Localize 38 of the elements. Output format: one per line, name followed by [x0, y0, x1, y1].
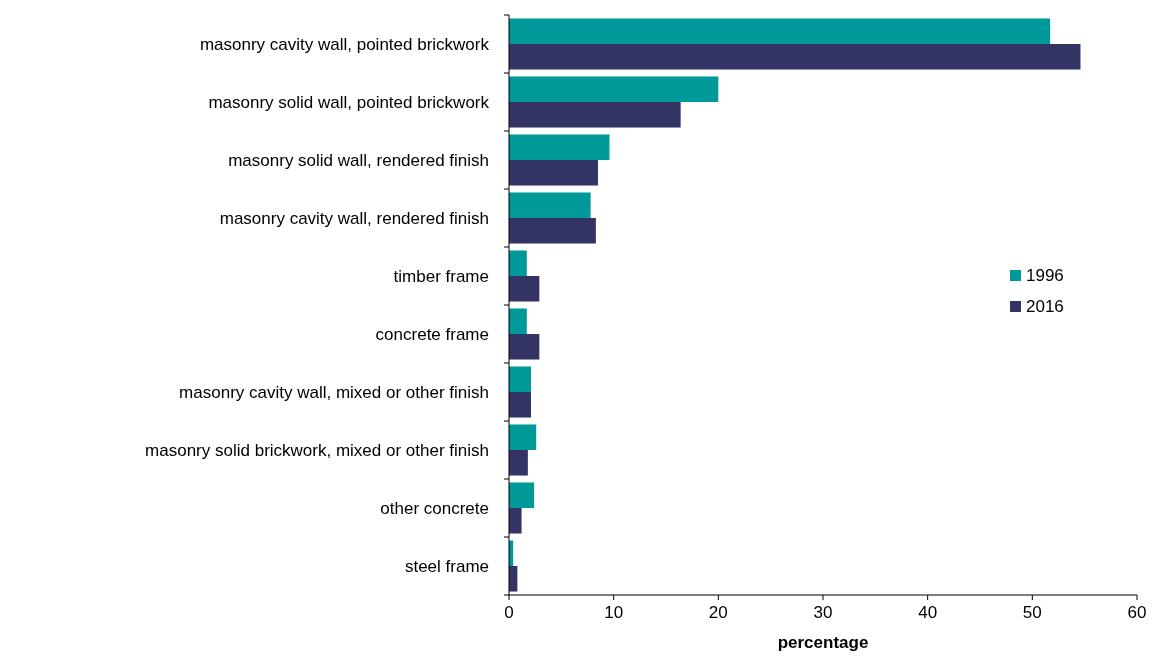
- x-tick-label: 20: [708, 603, 728, 622]
- bar: [509, 102, 681, 128]
- bar: [509, 218, 596, 244]
- bar: [509, 482, 535, 508]
- bar: [509, 366, 531, 392]
- legend-label: 2016: [1026, 297, 1064, 316]
- bar: [509, 308, 527, 334]
- x-tick-label: 50: [1022, 603, 1042, 622]
- x-tick-label: 30: [813, 603, 833, 622]
- y-tick-label: timber frame: [393, 267, 489, 286]
- bar: [509, 392, 531, 418]
- y-tick-label: masonry cavity wall, rendered finish: [219, 209, 489, 228]
- y-tick-label: masonry cavity wall, mixed or other finish: [179, 383, 489, 402]
- bar: [509, 450, 528, 476]
- x-tick-label: 0: [504, 603, 514, 622]
- x-tick-label: 10: [604, 603, 624, 622]
- y-tick-label: masonry solid wall, pointed brickwork: [208, 93, 490, 112]
- x-tick-label: 60: [1127, 603, 1147, 622]
- y-tick-label: steel frame: [404, 557, 489, 576]
- bar: [509, 44, 1081, 70]
- legend-label: 1996: [1026, 266, 1064, 285]
- y-tick-label: masonry cavity wall, pointed brickwork: [199, 35, 490, 54]
- y-tick-label: masonry solid wall, rendered finish: [228, 151, 489, 170]
- x-tick-label: 40: [918, 603, 938, 622]
- x-axis-title: percentage: [777, 633, 869, 652]
- bar: [509, 76, 719, 102]
- bar: [509, 276, 540, 302]
- bar: [509, 424, 537, 450]
- bar: [509, 508, 522, 534]
- y-tick-label: concrete frame: [375, 325, 489, 344]
- bar: [509, 18, 1051, 44]
- bar: [509, 160, 598, 186]
- bar: [509, 192, 591, 218]
- y-tick-label: masonry solid brickwork, mixed or other finish: [145, 441, 489, 460]
- bar: [509, 134, 610, 160]
- bar: [509, 334, 540, 360]
- bar: [509, 250, 527, 276]
- y-tick-label: other concrete: [380, 499, 489, 518]
